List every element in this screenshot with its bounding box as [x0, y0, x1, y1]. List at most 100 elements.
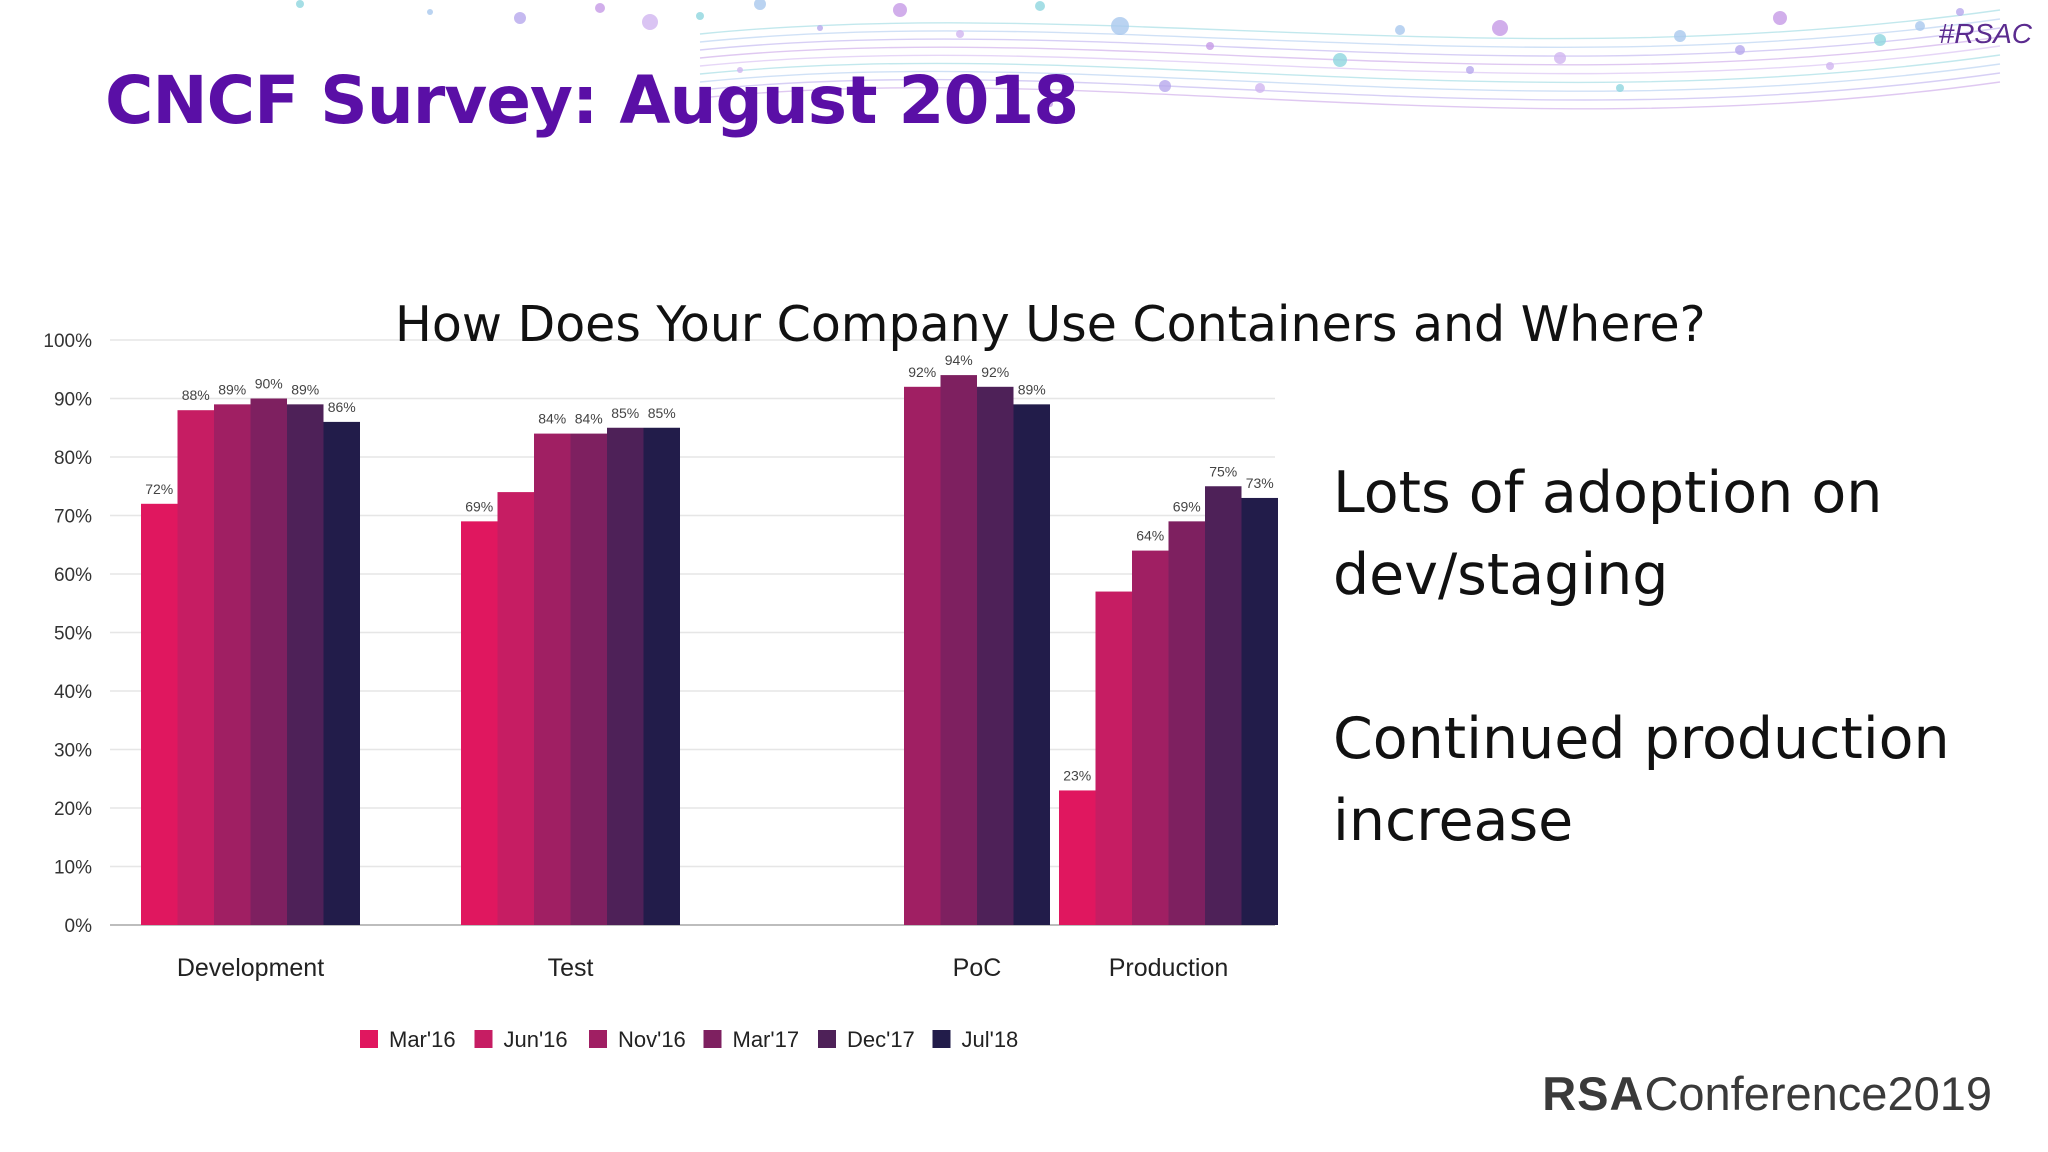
bullet-production: Continued production increase — [1333, 706, 1950, 854]
data-label: 23% — [1063, 767, 1091, 783]
decorative-wave-line — [699, 45, 2001, 75]
decorative-wave-line — [699, 18, 2001, 48]
chart-title: How Does Your Company Use Containers and… — [395, 296, 1706, 353]
decorative-dot — [754, 0, 766, 10]
legend-swatch — [932, 1030, 951, 1048]
decorative-dot — [1159, 80, 1171, 92]
decorative-dot — [1616, 84, 1624, 92]
data-label: 89% — [218, 381, 246, 397]
y-tick-label: 0% — [65, 916, 93, 937]
slide-title: CNCF Survey: August 2018 — [105, 62, 1079, 139]
decorative-dot — [1492, 20, 1508, 36]
bar — [904, 386, 941, 925]
bar — [977, 386, 1014, 925]
bar — [534, 433, 571, 925]
legend-label: Mar'16 — [389, 1027, 456, 1052]
data-label: 94% — [945, 352, 973, 368]
decorative-dots-banner — [296, 0, 2001, 110]
data-label: 89% — [291, 381, 319, 397]
decorative-wave-line — [699, 36, 2001, 66]
bar — [461, 521, 498, 925]
decorative-dot — [696, 12, 704, 20]
y-tick-label: 70% — [54, 507, 92, 528]
decorative-dot — [1826, 62, 1834, 70]
data-label: 72% — [145, 481, 173, 497]
y-tick-label: 20% — [54, 799, 92, 820]
legend-swatch — [818, 1030, 836, 1048]
logo-conference: Conference2019 — [1644, 1067, 1992, 1120]
decorative-dot — [1255, 83, 1265, 93]
data-label: 73% — [1246, 475, 1274, 491]
y-tick-label: 80% — [54, 448, 92, 469]
legend-label: Nov'16 — [618, 1027, 686, 1052]
decorative-dot — [1554, 52, 1566, 64]
y-tick-label: 10% — [54, 858, 92, 879]
y-tick-label: 30% — [54, 741, 92, 762]
x-category-label: Development — [177, 954, 324, 982]
decorative-dot — [1956, 8, 1964, 16]
decorative-dot — [893, 3, 907, 17]
decorative-wave-line — [699, 72, 2001, 101]
decorative-dot — [1111, 17, 1129, 35]
decorative-dot — [1874, 34, 1886, 46]
decorative-wave-line — [699, 54, 2001, 84]
bar — [1095, 591, 1132, 925]
bullet-adoption: Lots of adoption on dev/staging — [1333, 460, 1883, 608]
x-category-label: PoC — [953, 954, 1002, 982]
bar — [940, 375, 977, 926]
decorative-dot — [1735, 45, 1745, 55]
data-label: 86% — [328, 399, 356, 415]
decorative-wave-line — [699, 81, 2001, 110]
y-tick-label: 50% — [54, 624, 92, 645]
legend-swatch — [703, 1030, 722, 1048]
data-label: 75% — [1209, 463, 1237, 479]
data-label: 85% — [611, 405, 639, 421]
y-tick-label: 90% — [54, 390, 92, 411]
bar — [250, 398, 287, 925]
bar — [1241, 497, 1278, 925]
decorative-wave-line — [699, 63, 2001, 92]
bar — [1168, 521, 1205, 925]
bar — [323, 421, 360, 925]
bar — [1013, 404, 1050, 926]
data-label: 69% — [465, 498, 493, 514]
bar — [607, 427, 644, 925]
decorative-dot — [1674, 30, 1686, 42]
rsa-conference-logo: RSAConference2019 — [1542, 1066, 1992, 1121]
bar — [643, 427, 680, 925]
logo-rsa: RSA — [1542, 1067, 1645, 1120]
legend-swatch — [474, 1030, 493, 1048]
x-category-label: Production — [1109, 954, 1229, 982]
data-label: 84% — [575, 411, 603, 427]
decorative-dot — [737, 67, 743, 73]
bar — [497, 492, 534, 925]
bar — [570, 433, 607, 925]
data-label: 69% — [1173, 498, 1201, 514]
decorative-dot — [1333, 53, 1347, 67]
decorative-dot — [296, 0, 304, 8]
data-label: 92% — [981, 364, 1009, 380]
data-label: 85% — [648, 405, 676, 421]
bar — [1132, 550, 1169, 925]
decorative-dot — [956, 30, 964, 38]
bar — [287, 404, 324, 926]
data-label: 88% — [182, 387, 210, 403]
x-category-label: Test — [548, 954, 594, 982]
data-label: 64% — [1136, 528, 1164, 544]
bar — [141, 503, 178, 925]
decorative-dot — [595, 3, 605, 13]
data-label: 84% — [538, 411, 566, 427]
decorative-dot — [427, 9, 433, 15]
decorative-wave-line — [699, 9, 2001, 40]
y-tick-label: 40% — [54, 682, 92, 703]
data-label: 90% — [255, 376, 283, 392]
y-tick-label: 100% — [43, 331, 92, 352]
legend-label: Jul'18 — [962, 1027, 1019, 1052]
decorative-dot — [817, 25, 823, 31]
decorative-dot — [1206, 42, 1214, 50]
decorative-dot — [1466, 66, 1474, 74]
decorative-wave-line — [699, 27, 2001, 57]
y-tick-label: 60% — [54, 565, 92, 586]
